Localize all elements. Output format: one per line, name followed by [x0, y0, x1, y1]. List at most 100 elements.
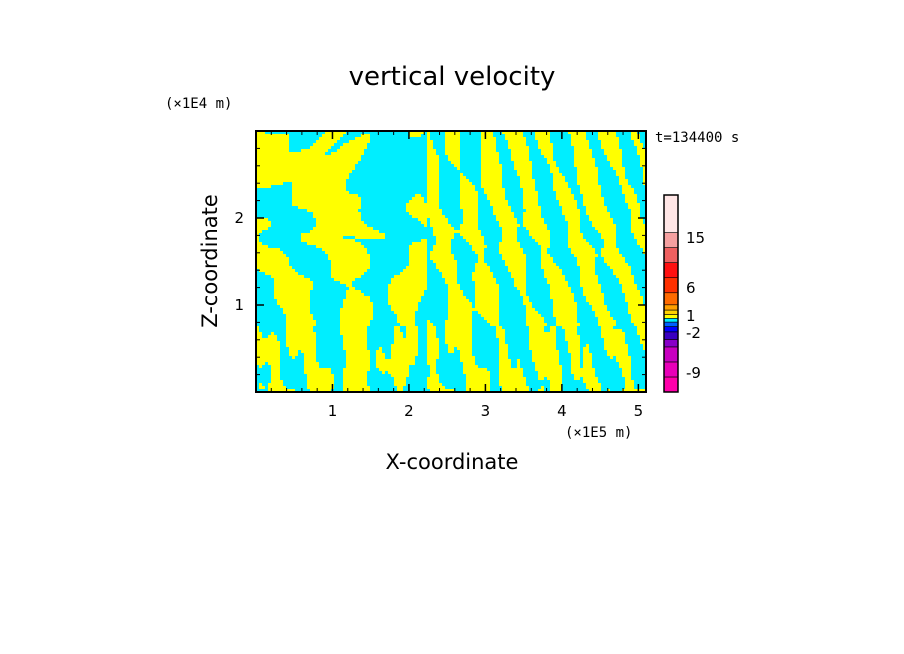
- downdraft-cell: [334, 143, 344, 147]
- updraft-cell: [571, 353, 581, 357]
- updraft-cell: [433, 230, 482, 234]
- downdraft-cell: [547, 251, 572, 255]
- downdraft-cell: [580, 344, 587, 348]
- downdraft-cell: [574, 194, 584, 198]
- updraft-cell: [556, 197, 575, 201]
- downdraft-cell: [616, 227, 632, 231]
- downdraft-cell: [259, 236, 302, 240]
- downdraft-cell: [280, 371, 305, 375]
- downdraft-cell: [499, 158, 512, 162]
- downdraft-cell: [613, 221, 632, 225]
- downdraft-cell: [346, 185, 428, 189]
- updraft-cell: [322, 248, 368, 252]
- downdraft-cell: [415, 362, 428, 366]
- updraft-cell: [427, 350, 440, 354]
- downdraft-cell: [439, 200, 461, 204]
- updraft-cell: [427, 152, 437, 156]
- time-label: t=134400 s: [655, 130, 739, 146]
- updraft-cell: [415, 194, 422, 198]
- updraft-cell: [376, 350, 383, 354]
- downdraft-cell: [553, 158, 575, 162]
- downdraft-cell: [484, 257, 503, 261]
- downdraft-cell: [499, 287, 518, 291]
- updraft-cell: [571, 356, 581, 360]
- updraft-cell: [622, 188, 635, 192]
- downdraft-cell: [313, 281, 341, 285]
- updraft-cell: [511, 155, 530, 159]
- downdraft-cell: [280, 374, 308, 378]
- updraft-cell: [556, 191, 572, 195]
- updraft-cell: [631, 227, 647, 231]
- downdraft-cell: [439, 338, 446, 342]
- updraft-cell: [586, 344, 590, 348]
- downdraft-cell: [316, 323, 341, 327]
- downdraft-cell: [256, 299, 278, 303]
- downdraft-cell: [520, 359, 533, 363]
- updraft-cell: [427, 167, 440, 171]
- downdraft-cell: [280, 362, 305, 366]
- updraft-cell: [256, 230, 263, 234]
- downdraft-cell: [460, 161, 482, 165]
- updraft-cell: [409, 254, 428, 258]
- updraft-cell: [625, 380, 635, 384]
- downdraft-cell: [595, 371, 623, 375]
- downdraft-cell: [634, 275, 647, 279]
- downdraft-cell: [469, 299, 476, 303]
- updraft-cell: [508, 146, 530, 150]
- updraft-cell: [523, 224, 548, 228]
- updraft-cell: [307, 386, 335, 390]
- downdraft-cell: [316, 338, 344, 342]
- downdraft-cell: [433, 146, 446, 150]
- downdraft-cell: [367, 143, 428, 147]
- downdraft-cell: [256, 389, 269, 393]
- updraft-cell: [445, 278, 458, 282]
- downdraft-cell: [256, 320, 287, 324]
- downdraft-cell: [256, 386, 260, 390]
- updraft-cell: [619, 176, 626, 180]
- downdraft-cell: [541, 212, 563, 216]
- updraft-cell: [520, 182, 536, 186]
- updraft-cell: [463, 362, 476, 366]
- updraft-cell: [436, 263, 458, 267]
- downdraft-cell: [580, 224, 593, 228]
- downdraft-cell: [481, 233, 503, 237]
- downdraft-cell: [472, 317, 485, 321]
- updraft-cell: [538, 143, 554, 147]
- downdraft-cell: [472, 305, 476, 309]
- downdraft-cell: [424, 290, 449, 294]
- colorbar-label: 15: [686, 229, 705, 247]
- downdraft-cell: [556, 164, 575, 168]
- downdraft-cell: [463, 290, 476, 294]
- downdraft-cell: [601, 284, 623, 288]
- updraft-cell: [406, 335, 419, 339]
- downdraft-cell: [517, 227, 527, 231]
- downdraft-cell: [298, 272, 332, 276]
- downdraft-cell: [364, 152, 428, 156]
- downdraft-cell: [580, 221, 593, 225]
- updraft-cell: [520, 176, 533, 180]
- updraft-cell: [541, 263, 557, 267]
- downdraft-cell: [586, 239, 605, 243]
- downdraft-cell: [478, 221, 500, 225]
- updraft-cell: [466, 380, 491, 384]
- updraft-cell: [604, 149, 623, 153]
- downdraft-cell: [433, 140, 446, 144]
- updraft-cell: [427, 158, 440, 162]
- updraft-cell: [574, 149, 593, 153]
- downdraft-cell: [625, 260, 647, 264]
- downdraft-cell: [538, 200, 560, 204]
- updraft-cell: [331, 275, 362, 279]
- updraft-cell: [460, 185, 476, 189]
- updraft-cell: [460, 173, 464, 177]
- updraft-cell: [553, 305, 578, 309]
- updraft-cell: [523, 212, 542, 216]
- downdraft-cell: [532, 302, 554, 306]
- updraft-cell: [256, 359, 281, 363]
- downdraft-cell: [538, 311, 554, 315]
- colorbar-swatch: [663, 247, 679, 263]
- updraft-cell: [376, 353, 386, 357]
- downdraft-cell: [361, 200, 410, 204]
- downdraft-cell: [529, 158, 548, 162]
- updraft-cell: [403, 269, 428, 273]
- downdraft-cell: [436, 371, 464, 375]
